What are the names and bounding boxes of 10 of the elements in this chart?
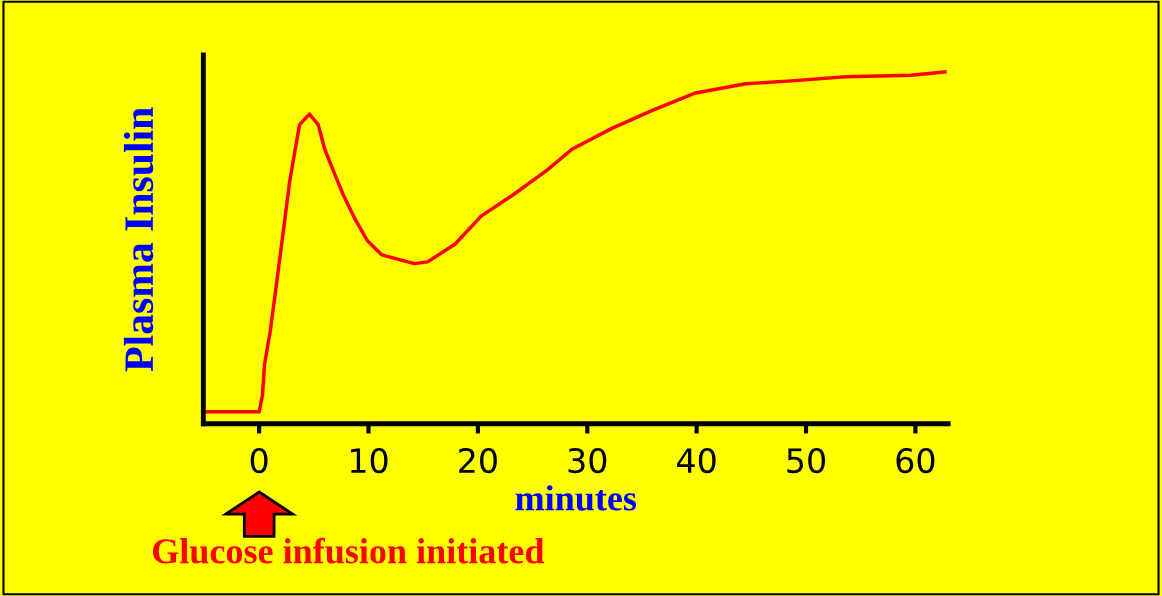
x-tick-label: 0: [250, 447, 268, 474]
x-tick-label: 10: [350, 447, 388, 474]
x-tick-label: 50: [787, 447, 825, 474]
x-tick-label: 40: [677, 447, 716, 474]
x-axis-title: minutes: [515, 485, 637, 511]
x-tick-label: 30: [568, 447, 607, 474]
x-tick-label: 60: [896, 447, 935, 474]
y-axis-title: Plasma Insulin: [123, 107, 154, 372]
x-tick-label: 20: [459, 447, 497, 474]
text: Glucose infusion initiated: [152, 537, 545, 564]
